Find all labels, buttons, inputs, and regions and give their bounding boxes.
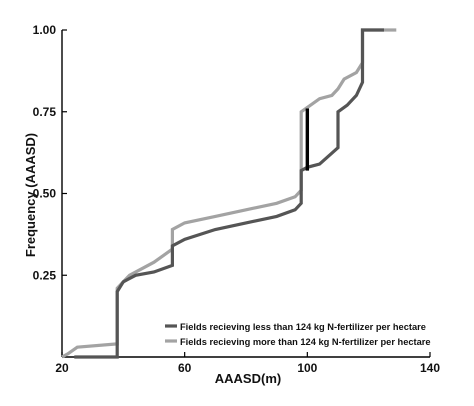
y-tick-label: 1.00	[33, 23, 57, 37]
y-axis-label: Frequency (AAASD)	[23, 133, 38, 257]
series-line-1	[74, 28, 384, 359]
legend-label-1: Fields recieving less than 124 kg N-fert…	[180, 322, 426, 332]
y-tick-label: 0.25	[33, 268, 57, 282]
x-tick-label: 20	[55, 361, 69, 375]
x-tick-label: 60	[178, 361, 192, 375]
series-line-2	[61, 28, 397, 359]
x-tick-label: 100	[297, 361, 317, 375]
legend-label-2: Fields recieving more than 124 kg N-fert…	[180, 337, 431, 347]
y-tick-label: 0.75	[33, 105, 57, 119]
x-tick-label: 140	[420, 361, 440, 375]
x-axis-label: AAASD(m)	[215, 371, 281, 386]
y-tick-label: 0.50	[33, 187, 57, 201]
legend: Fields recieving less than 124 kg N-fert…	[165, 322, 431, 347]
axes: 20 60 100 140 0.25 0.50 0.75 1.00	[33, 23, 441, 375]
series-lines	[61, 28, 397, 359]
